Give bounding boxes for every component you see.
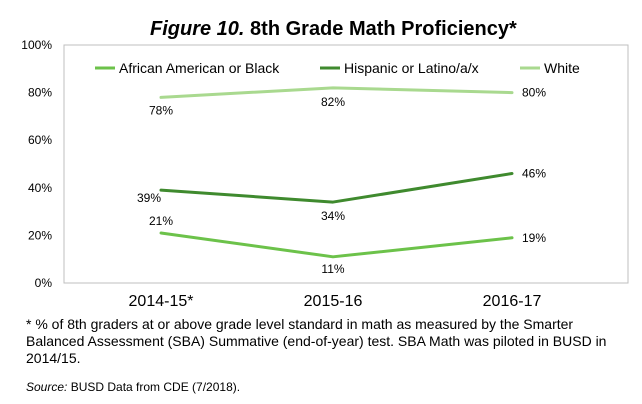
data-label: 80% <box>522 86 546 100</box>
data-label: 78% <box>149 103 173 117</box>
y-tick-label: 0% <box>35 276 53 290</box>
x-tick-label: 2014-15* <box>129 293 194 310</box>
y-tick-label: 80% <box>28 86 52 100</box>
data-label: 21% <box>149 214 173 228</box>
legend-label: White <box>544 60 580 76</box>
figure-number: Figure 10. <box>150 18 245 40</box>
y-tick-label: 40% <box>28 181 52 195</box>
x-tick-label: 2015-16 <box>304 293 363 310</box>
y-tick-label: 100% <box>21 38 52 52</box>
data-label: 11% <box>321 262 344 276</box>
legend-label: Hispanic or Latino/a/x <box>344 60 479 76</box>
series-line <box>159 231 514 259</box>
data-label: 46% <box>522 167 546 181</box>
legend-label: African American or Black <box>119 60 280 76</box>
series-line <box>159 86 514 99</box>
data-label: 19% <box>522 231 546 245</box>
series-line <box>159 172 514 204</box>
title-text: 8th Grade Math Proficiency* <box>244 18 517 40</box>
data-label: 82% <box>321 95 345 109</box>
data-label: 39% <box>137 191 161 205</box>
source-text: BUSD Data from CDE (7/2018). <box>67 380 241 394</box>
plot-border <box>63 44 629 284</box>
y-tick-label: 60% <box>28 133 52 147</box>
chart-title: Figure 10. 8th Grade Math Proficiency* <box>150 18 517 41</box>
source-note: Source: BUSD Data from CDE (7/2018). <box>26 380 240 394</box>
y-tick-label: 20% <box>28 228 52 242</box>
x-tick-label: 2016-17 <box>483 293 542 310</box>
source-label: Source: <box>26 380 68 394</box>
footnote: * % of 8th graders at or above grade lev… <box>26 316 607 366</box>
line-chart: 0% 20% 40% 60% 80% 100% 2014-15* 2015-16 2016-17… <box>21 38 629 310</box>
data-label: 34% <box>321 209 345 223</box>
